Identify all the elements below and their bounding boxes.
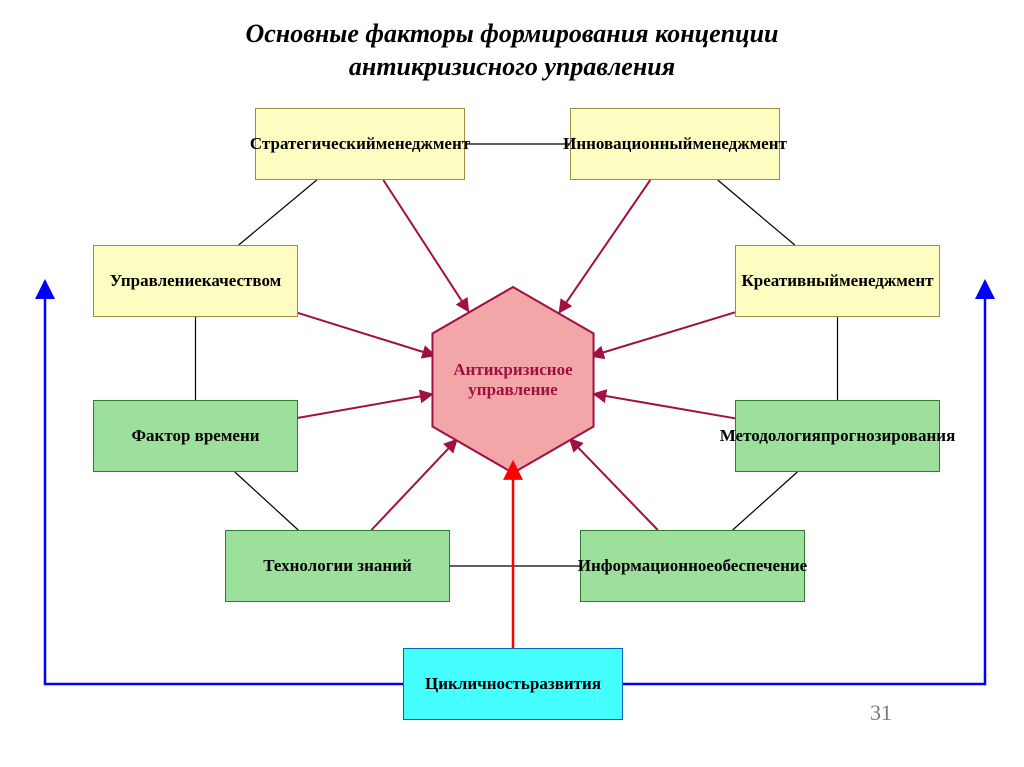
node-quality-l1: Управление: [110, 271, 202, 291]
hex-label-l1: Антикризисное: [453, 360, 572, 379]
node-cyclic-l1: Цикличность: [425, 674, 530, 694]
feedback-right: [623, 281, 985, 684]
title-line1: Основные факторы формирования концепции: [245, 19, 778, 48]
node-creative-l2: менеджмент: [839, 271, 933, 291]
node-cyclic-l2: развития: [530, 674, 601, 694]
page-number: 31: [870, 700, 892, 726]
node-timefactor: Фактор времени: [93, 400, 298, 472]
feedback-left: [45, 281, 403, 684]
node-creative-l1: Креативный: [741, 271, 839, 291]
node-methodology-l1: Методология: [720, 426, 821, 446]
node-tech: Технологии знаний: [225, 530, 450, 602]
node-timefactor-l1: Фактор времени: [131, 426, 259, 446]
hex-label-l2: управление: [468, 380, 557, 399]
node-cyclic: Цикличностьразвития: [403, 648, 623, 720]
node-methodology-l2: прогнозирования: [821, 426, 955, 446]
node-tech-l1: Технологии знаний: [263, 556, 412, 576]
node-info-l2: обеспечение: [714, 556, 807, 576]
node-innovative-l1: Инновационный: [563, 134, 692, 154]
node-strategic-l1: Стратегический: [250, 134, 376, 154]
node-creative: Креативныйменеджмент: [735, 245, 940, 317]
hexagon-label: Антикризисное управление: [433, 360, 593, 399]
node-strategic-l2: менеджмент: [376, 134, 470, 154]
title-line2: антикризисного управления: [349, 52, 675, 81]
node-strategic: Стратегическийменеджмент: [255, 108, 465, 180]
node-innovative-l2: менеджмент: [692, 134, 786, 154]
node-info: Информационноеобеспечение: [580, 530, 805, 602]
inward-arrows: [298, 180, 735, 530]
outer-ring-edges: [196, 144, 838, 566]
node-methodology: Методологияпрогнозирования: [735, 400, 940, 472]
node-quality: Управлениекачеством: [93, 245, 298, 317]
node-quality-l2: качеством: [202, 271, 281, 291]
node-innovative: Инновационныйменеджмент: [570, 108, 780, 180]
node-info-l1: Информационное: [578, 556, 714, 576]
page-title: Основные факторы формирования концепции …: [0, 18, 1024, 83]
